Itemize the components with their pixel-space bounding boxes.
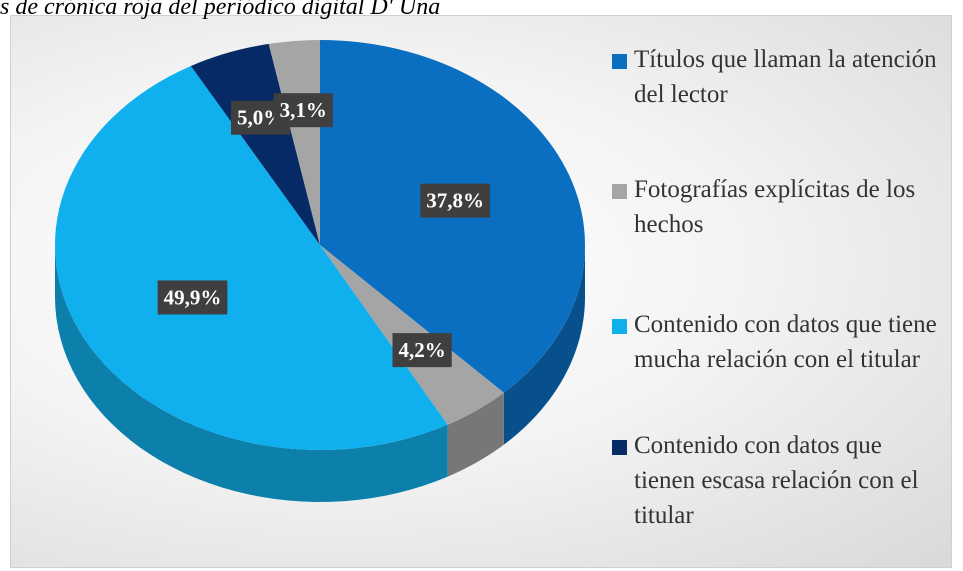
legend-label: Contenido con datos que tienen escasa re…	[634, 432, 919, 529]
data-label: 3,1%	[273, 93, 333, 128]
legend-label: Fotografías explícitas de los hechos	[634, 176, 916, 238]
slice	[190, 43, 320, 246]
legend-swatch	[612, 319, 627, 334]
slice-side	[447, 392, 504, 477]
data-label-text: 37,8%	[426, 189, 484, 213]
data-label-text: 3,1%	[280, 98, 327, 122]
legend-entry: Contenido con datos que tienen escasa re…	[612, 428, 947, 533]
data-label-box	[392, 333, 452, 368]
data-label: 37,8%	[420, 183, 491, 218]
legend-label: Contenido con datos que tiene mucha rela…	[634, 311, 937, 373]
legend-swatch	[612, 184, 627, 199]
data-label-text: 49,9%	[164, 285, 222, 309]
data-label: 4,2%	[392, 333, 452, 368]
slice	[268, 40, 320, 245]
legend-entry: Títulos que llaman la atención del lecto…	[612, 42, 947, 112]
data-label-box	[273, 93, 333, 128]
legend-entry: Fotografías explícitas de los hechos	[612, 172, 947, 242]
slice-side	[503, 245, 585, 445]
chart-title: s de crónica roja del periódico digital …	[0, 0, 441, 20]
slice	[54, 65, 448, 451]
legend-label: Títulos que llaman la atención del lecto…	[634, 46, 937, 108]
legend-entry: Contenido con datos que tiene mucha rela…	[612, 307, 947, 377]
data-label-text: 4,2%	[398, 338, 445, 362]
data-label-box	[420, 183, 491, 218]
legend-swatch	[612, 440, 627, 455]
slice-side	[55, 245, 448, 502]
data-label-box	[157, 280, 228, 315]
data-label: 49,9%	[157, 280, 228, 315]
legend-swatch	[612, 54, 627, 69]
